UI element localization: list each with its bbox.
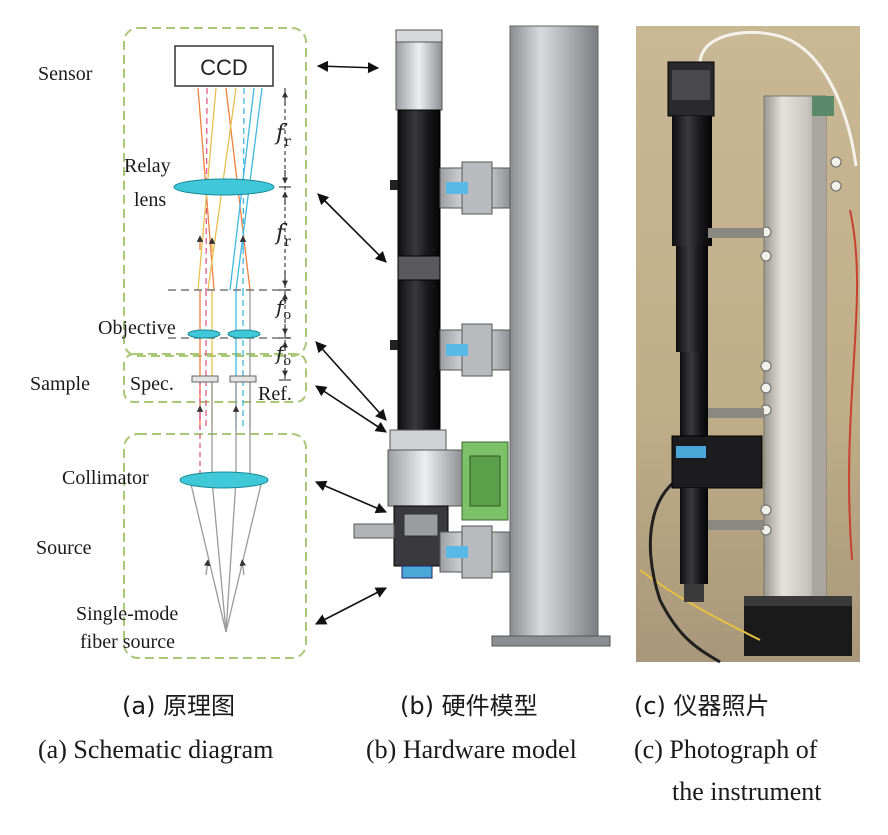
sensor-box <box>123 27 307 357</box>
sensor-label: Sensor <box>38 63 93 85</box>
dim-fo-lower: fo <box>274 341 291 369</box>
micrometer <box>353 523 395 539</box>
ccd-label: CCD <box>200 55 248 80</box>
mount-clamp-upper <box>439 161 511 215</box>
source-label: Source <box>36 537 92 559</box>
cable-red <box>848 209 859 561</box>
rail-base-plate <box>744 600 852 656</box>
focal-planes <box>168 289 290 339</box>
objective-lens-left <box>187 329 221 339</box>
ref-label: Ref. <box>258 383 292 405</box>
photo-tube-3 <box>680 352 708 448</box>
cable-black <box>648 468 721 664</box>
spec-label: Spec. <box>130 373 174 395</box>
caption-c-en-2: the instrument <box>672 777 822 806</box>
photo-tube-1 <box>672 116 712 246</box>
relay-label-1: Relay <box>124 155 171 177</box>
photo-stage <box>671 435 763 489</box>
objective-lens-right <box>227 329 261 339</box>
sample-box <box>123 353 307 403</box>
steel-pillar <box>509 25 599 641</box>
caption-a-en: (a) Schematic diagram <box>38 735 273 764</box>
camera-body <box>395 29 443 111</box>
dashed-group-boxes <box>123 27 307 659</box>
dim-fr-lower: fr <box>274 221 291 250</box>
caption-c-en-1: (c) Photograph of <box>634 735 818 764</box>
relay-tube-ring <box>397 255 441 281</box>
fiber-label-2: fiber source <box>80 631 175 653</box>
ray-bundle <box>189 87 263 633</box>
photograph-panel <box>636 26 860 664</box>
mount-clamp-source <box>439 525 511 579</box>
mount-clamp-lower <box>439 323 511 377</box>
hardware-model-panel <box>353 25 611 647</box>
ref-slide <box>229 375 257 383</box>
source-box <box>123 433 307 659</box>
schematic-panel: CCD <box>30 27 307 659</box>
relay-tube-upper <box>397 109 441 259</box>
caption-b-en: (b) Hardware model <box>366 735 577 764</box>
photo-tube-4 <box>680 488 708 584</box>
captions: (a) 原理图 (b) 硬件模型 (c) 仪器照片 (a) Schematic … <box>38 692 822 806</box>
photo-tube-2 <box>676 246 708 352</box>
caption-c-zh: (c) 仪器照片 <box>634 692 770 720</box>
connector-arrows <box>314 60 388 625</box>
collimator-label: Collimator <box>62 467 149 489</box>
dim-fo-upper: fo <box>274 295 291 323</box>
ccd-box <box>174 45 274 87</box>
relay-label-2: lens <box>134 189 166 211</box>
pillar-base <box>491 635 611 647</box>
sample-label: Sample <box>30 373 90 395</box>
fiber-label-1: Single-mode <box>76 603 178 625</box>
spec-slide <box>191 375 219 383</box>
photo-green-board <box>812 96 834 116</box>
fiber-port <box>401 565 433 579</box>
relay-lens-shape <box>173 178 275 196</box>
dim-fr-upper: fr <box>274 121 291 150</box>
caption-b-zh: (b) 硬件模型 <box>400 692 538 720</box>
dimension-bar <box>279 88 291 381</box>
stage-block <box>387 449 463 507</box>
objective-label: Objective <box>98 317 176 339</box>
ray-direction-arrows <box>196 235 247 576</box>
sample-stage <box>389 429 447 451</box>
collimator-lens-shape <box>179 471 269 489</box>
relay-tube-lower <box>397 279 441 431</box>
caption-a-zh: (a) 原理图 <box>122 692 235 720</box>
cable-white <box>698 30 858 167</box>
